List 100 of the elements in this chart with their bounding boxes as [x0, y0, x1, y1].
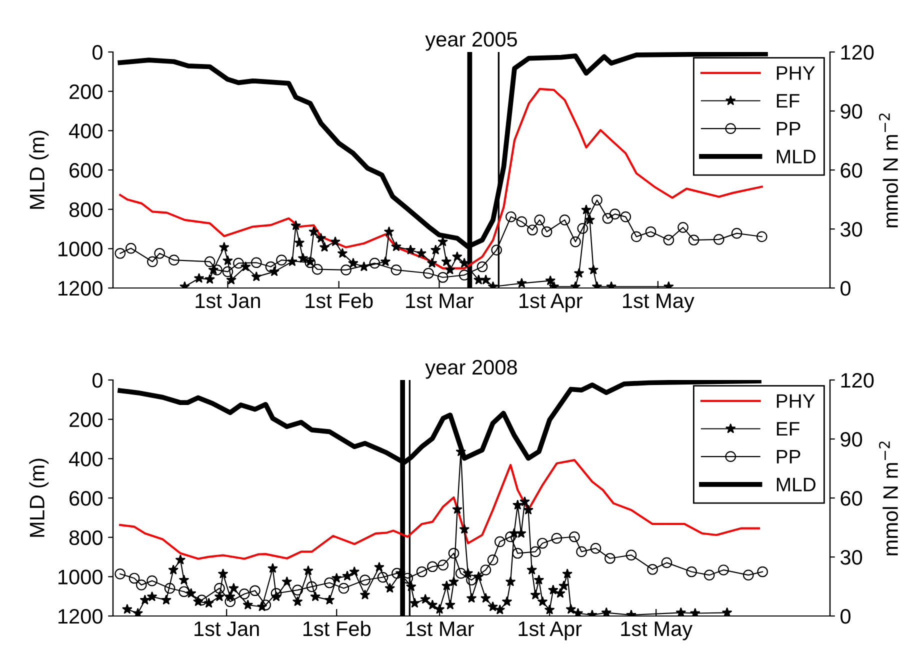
point	[128, 572, 140, 584]
point	[574, 268, 584, 278]
point	[251, 271, 262, 282]
point	[270, 588, 282, 599]
point	[437, 272, 448, 283]
y2-axis-title: mmol N m$^{−2}$	[878, 442, 898, 556]
point	[756, 231, 768, 242]
point	[577, 222, 588, 234]
point	[147, 256, 158, 268]
point	[276, 254, 287, 266]
x-tick-label: 1st May	[621, 622, 693, 640]
point	[260, 600, 272, 610]
point	[686, 566, 697, 578]
point	[742, 570, 754, 581]
y2-tick-label: 0	[840, 609, 850, 624]
point	[438, 236, 448, 246]
point	[527, 224, 538, 236]
point	[308, 226, 319, 236]
legend-label: MLD	[776, 150, 816, 164]
point	[534, 214, 546, 226]
point	[164, 582, 176, 594]
point	[645, 226, 656, 238]
point	[455, 568, 466, 579]
point	[114, 248, 126, 259]
point	[377, 572, 388, 583]
point	[416, 566, 428, 578]
y-tick-label: 800	[69, 530, 102, 546]
y2-tick-label: 120	[841, 45, 874, 60]
y2-tick-label: 120	[841, 373, 874, 388]
chart-title: year 2005	[425, 32, 517, 51]
x-tick-label: 1st Apr	[518, 622, 582, 640]
y-tick-label: 800	[69, 202, 102, 218]
point	[757, 566, 768, 578]
point	[338, 582, 350, 594]
point	[324, 577, 335, 588]
legend-label: PP	[776, 450, 800, 464]
point	[704, 570, 715, 581]
chart-title: year 2008	[425, 360, 517, 379]
point	[647, 564, 658, 575]
point	[476, 261, 488, 272]
point	[337, 248, 348, 258]
point	[731, 228, 742, 239]
point	[559, 214, 570, 226]
point	[238, 588, 250, 600]
x-tick-label: 1st Feb	[303, 620, 370, 636]
point	[592, 194, 602, 206]
legend-label: PHY	[776, 394, 815, 408]
point	[438, 560, 449, 570]
point	[678, 222, 688, 233]
point	[222, 266, 234, 278]
point	[126, 242, 136, 254]
point	[265, 261, 276, 272]
point	[506, 211, 516, 222]
point	[541, 226, 552, 238]
x-tick-label: 1st Apr	[520, 294, 582, 312]
y-tick-label: 200	[70, 412, 102, 428]
point	[226, 274, 236, 284]
point	[491, 244, 502, 256]
point	[441, 256, 452, 266]
point	[194, 272, 204, 283]
x-tick-label: 1st Jan	[196, 294, 260, 308]
point	[168, 254, 180, 266]
y2-tick-label: 60	[840, 163, 862, 178]
point	[590, 542, 602, 554]
point	[348, 258, 358, 268]
point	[316, 232, 326, 243]
point	[452, 251, 462, 262]
y-tick-label: 600	[70, 491, 102, 506]
point	[661, 557, 672, 568]
point	[588, 264, 599, 274]
point	[551, 532, 562, 544]
point	[319, 242, 330, 252]
point	[369, 258, 380, 269]
point	[423, 268, 434, 279]
point	[473, 274, 484, 284]
y-tick-label: 200	[70, 84, 102, 100]
y-axis-title: MLD (m)	[29, 458, 49, 537]
point	[602, 212, 614, 224]
x-tick-label: 1st May	[623, 294, 694, 312]
y-axis-title: MLD (m)	[29, 130, 49, 209]
point	[416, 248, 426, 258]
point	[505, 531, 516, 542]
point	[430, 244, 441, 255]
y-tick-label: 400	[69, 124, 102, 138]
point	[688, 234, 700, 246]
point	[427, 561, 438, 572]
point	[609, 208, 620, 220]
y2-tick-label: 30	[840, 550, 862, 565]
point	[136, 580, 147, 590]
point	[384, 226, 394, 236]
point	[530, 546, 541, 558]
point	[146, 575, 158, 586]
point	[233, 258, 244, 269]
y-tick-label: 1000	[58, 242, 102, 256]
point	[290, 220, 302, 230]
point	[630, 231, 642, 242]
point	[663, 234, 674, 246]
point	[581, 204, 592, 214]
point	[204, 274, 215, 284]
point	[330, 236, 340, 246]
